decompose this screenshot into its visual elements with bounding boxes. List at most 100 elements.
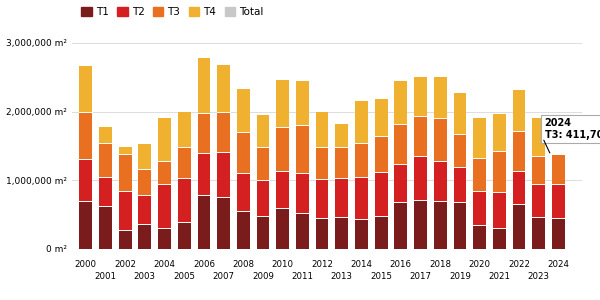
Bar (99, 206, 112, 249)
Bar (493, 192, 506, 228)
Bar (257, 115, 269, 147)
Bar (79, 112, 92, 159)
Bar (217, 152, 230, 197)
Bar (414, 156, 427, 200)
Bar (493, 228, 506, 249)
Bar (512, 204, 526, 249)
Bar (493, 151, 506, 192)
Bar (316, 179, 328, 218)
Bar (552, 218, 565, 249)
Text: 2009: 2009 (252, 272, 274, 281)
Bar (473, 191, 486, 225)
Bar (139, 195, 151, 224)
Bar (552, 184, 565, 218)
Text: 2012: 2012 (311, 260, 333, 269)
Bar (454, 202, 466, 249)
Text: 2023: 2023 (527, 272, 550, 281)
Bar (434, 118, 446, 161)
Text: 2010: 2010 (272, 260, 293, 269)
Bar (394, 202, 407, 249)
Bar (276, 171, 289, 208)
Bar (197, 195, 211, 249)
Bar (257, 180, 269, 216)
Text: 2003: 2003 (134, 272, 156, 281)
Bar (296, 125, 309, 173)
Bar (394, 81, 407, 124)
Bar (532, 184, 545, 218)
Text: 2014: 2014 (350, 260, 373, 269)
Bar (473, 118, 486, 158)
Text: 2021: 2021 (488, 272, 510, 281)
Bar (197, 58, 211, 113)
Bar (552, 155, 565, 184)
Text: 2024
T3: 411,700: 2024 T3: 411,700 (545, 118, 600, 140)
Bar (355, 100, 368, 143)
Text: 2005: 2005 (173, 272, 195, 281)
Bar (512, 90, 526, 131)
Text: 2006: 2006 (193, 260, 215, 269)
Bar (119, 190, 131, 230)
Bar (355, 220, 368, 249)
Text: 2017: 2017 (410, 272, 431, 281)
Bar (79, 159, 92, 201)
Bar (335, 217, 348, 249)
Bar (79, 201, 92, 249)
Bar (217, 112, 230, 152)
Bar (454, 134, 466, 166)
Bar (158, 161, 171, 184)
Bar (394, 124, 407, 164)
Bar (158, 118, 171, 161)
Bar (355, 143, 368, 177)
Bar (276, 208, 289, 249)
Bar (532, 156, 545, 184)
Legend: T1, T2, T3, T4, Total: T1, T2, T3, T4, Total (77, 3, 268, 21)
Bar (158, 228, 171, 249)
Bar (139, 144, 151, 169)
Text: 2018: 2018 (429, 260, 451, 269)
Bar (335, 178, 348, 217)
Bar (119, 230, 131, 249)
Text: 2020: 2020 (469, 260, 491, 269)
Bar (139, 169, 151, 195)
Text: 2007: 2007 (212, 272, 235, 281)
Bar (434, 161, 446, 201)
Bar (237, 211, 250, 249)
Text: 2004: 2004 (154, 260, 176, 269)
Bar (473, 158, 486, 191)
Bar (532, 118, 545, 156)
Bar (178, 112, 191, 147)
Bar (434, 201, 446, 249)
Text: 2011: 2011 (292, 272, 313, 281)
Bar (375, 172, 388, 216)
Bar (257, 216, 269, 249)
Bar (512, 131, 526, 171)
Bar (197, 153, 211, 195)
Text: 2015: 2015 (370, 272, 392, 281)
Bar (276, 80, 289, 127)
Bar (454, 167, 466, 202)
Bar (197, 113, 211, 153)
Bar (119, 147, 131, 154)
Bar (217, 65, 230, 112)
Bar (99, 128, 112, 143)
Bar (434, 77, 446, 119)
Bar (375, 99, 388, 136)
Bar (375, 216, 388, 249)
Bar (178, 178, 191, 222)
Bar (158, 184, 171, 228)
Bar (178, 147, 191, 178)
Bar (316, 112, 328, 147)
Bar (237, 89, 250, 131)
Text: 2013: 2013 (331, 272, 353, 281)
Bar (79, 66, 92, 112)
Bar (139, 224, 151, 249)
Bar (119, 154, 131, 190)
Bar (217, 197, 230, 249)
Bar (414, 76, 427, 116)
Bar (493, 114, 506, 151)
Bar (296, 213, 309, 249)
Bar (394, 164, 407, 202)
Bar (512, 171, 526, 204)
Text: 2008: 2008 (232, 260, 254, 269)
Bar (454, 93, 466, 134)
